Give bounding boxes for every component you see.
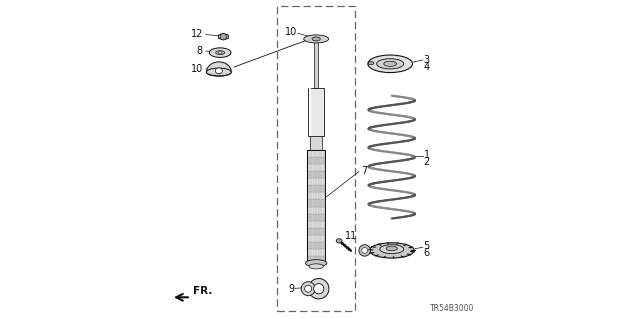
Bar <box>314 40 318 88</box>
Text: FR.: FR. <box>193 286 212 296</box>
Text: TR54B3000: TR54B3000 <box>430 304 475 313</box>
Text: 2: 2 <box>424 157 430 167</box>
Text: 10: 10 <box>285 27 297 37</box>
Bar <box>307 199 325 207</box>
Ellipse shape <box>368 62 374 65</box>
Ellipse shape <box>312 37 320 41</box>
Circle shape <box>301 282 316 296</box>
Text: 10: 10 <box>191 64 203 74</box>
Bar <box>307 178 325 185</box>
Text: 8: 8 <box>197 46 203 56</box>
Text: 4: 4 <box>424 62 430 72</box>
Circle shape <box>362 248 367 253</box>
Ellipse shape <box>216 51 225 55</box>
Bar <box>307 150 325 263</box>
Text: 5: 5 <box>424 241 430 251</box>
Ellipse shape <box>218 52 222 54</box>
Bar <box>307 242 325 249</box>
Circle shape <box>308 278 329 299</box>
Bar <box>307 214 325 221</box>
Ellipse shape <box>209 48 231 57</box>
Ellipse shape <box>386 246 397 251</box>
Ellipse shape <box>305 260 327 267</box>
Bar <box>307 228 325 235</box>
Bar <box>307 185 325 192</box>
Text: 1: 1 <box>424 150 430 160</box>
Text: 11: 11 <box>345 231 357 241</box>
Text: 12: 12 <box>191 29 203 40</box>
Text: 7: 7 <box>361 166 367 176</box>
Ellipse shape <box>380 245 404 254</box>
Circle shape <box>305 285 312 292</box>
Bar <box>307 150 325 157</box>
Bar <box>307 192 325 199</box>
Bar <box>307 164 325 171</box>
Bar <box>307 157 325 164</box>
Bar <box>308 88 324 136</box>
Bar <box>309 88 311 136</box>
Bar <box>307 207 325 214</box>
Circle shape <box>220 33 227 40</box>
Circle shape <box>314 284 324 294</box>
Ellipse shape <box>368 55 413 73</box>
Ellipse shape <box>369 243 414 258</box>
Bar <box>307 221 325 228</box>
Bar <box>310 136 323 150</box>
Ellipse shape <box>207 68 231 76</box>
Ellipse shape <box>376 59 404 69</box>
Ellipse shape <box>216 68 222 74</box>
Bar <box>277 6 355 311</box>
Bar <box>307 256 325 263</box>
Text: 6: 6 <box>424 248 430 258</box>
Bar <box>307 171 325 178</box>
Ellipse shape <box>384 61 397 66</box>
Bar <box>307 235 325 242</box>
Bar <box>307 249 325 256</box>
Circle shape <box>359 245 371 256</box>
Ellipse shape <box>309 264 323 269</box>
Ellipse shape <box>304 35 328 43</box>
Ellipse shape <box>336 239 342 243</box>
Text: 9: 9 <box>289 284 294 294</box>
Polygon shape <box>218 33 228 40</box>
Text: 3: 3 <box>424 55 430 65</box>
